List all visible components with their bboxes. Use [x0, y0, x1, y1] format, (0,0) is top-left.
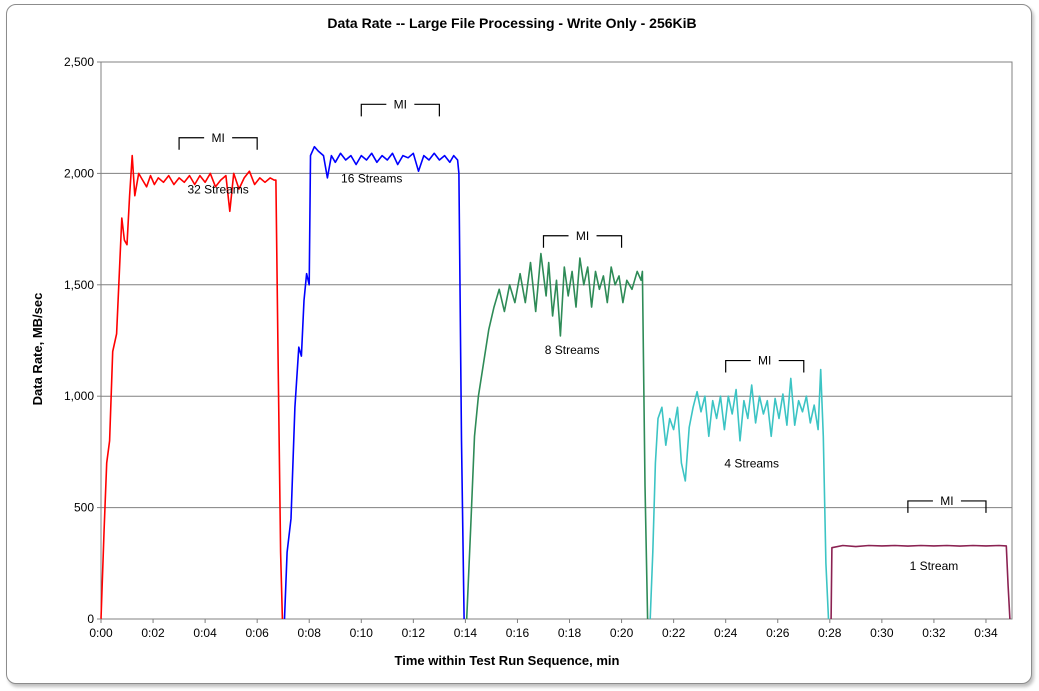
y-tick-label: 2,500	[64, 55, 94, 69]
x-tick-label: 0:00	[89, 626, 113, 640]
y-tick-label: 1,500	[64, 278, 94, 292]
y-axis-title: Data Rate, MB/sec	[30, 293, 45, 406]
x-tick-label: 0:22	[662, 626, 686, 640]
series-line	[830, 544, 1011, 620]
mi-label: MI	[758, 354, 771, 368]
series-layer	[100, 145, 1011, 620]
x-tick-label: 0:14	[454, 626, 478, 640]
x-axis: 0:00 0:02 0:04 0:06 0:08 0:10 0:12 0:14 0:16 0:18…	[89, 619, 998, 640]
series-line	[649, 368, 830, 620]
x-tick-label: 0:08	[298, 626, 322, 640]
x-tick-label: 0:26	[766, 626, 790, 640]
y-tick-label: 1,000	[64, 389, 94, 403]
y-axis: 0 500 1,000 1,500 2,000 2,500	[64, 55, 101, 626]
mi-bracket: MI	[907, 494, 987, 513]
chart-frame: Data Rate -- Large File Processing - Wri…	[6, 4, 1032, 684]
line-chart: Data Rate -- Large File Processing - Wri…	[30, 15, 1013, 668]
series-line	[283, 145, 465, 620]
x-tick-label: 0:24	[714, 626, 738, 640]
mi-label: MI	[211, 131, 224, 145]
y-tick-label: 0	[87, 612, 94, 626]
mi-bracket-line	[725, 359, 805, 373]
mi-bracket: MI	[725, 354, 805, 373]
series-annotation: 16 Streams	[341, 171, 402, 185]
x-tick-label: 0:20	[610, 626, 634, 640]
mi-label: MI	[940, 494, 953, 508]
chart-title: Data Rate -- Large File Processing - Wri…	[327, 15, 696, 31]
x-tick-label: 0:34	[974, 626, 998, 640]
x-tick-label: 0:12	[402, 626, 426, 640]
mi-bracket-line	[360, 103, 440, 117]
x-tick-label: 0:04	[193, 626, 217, 640]
mi-bracket-line	[542, 235, 623, 248]
x-tick-label: 0:02	[141, 626, 165, 640]
series-annotation: 8 Streams	[545, 343, 600, 357]
y-tick-label: 500	[74, 501, 94, 515]
plot-area	[100, 61, 1013, 620]
x-axis-title: Time within Test Run Sequence, min	[395, 653, 620, 668]
x-tick-label: 0:30	[870, 626, 894, 640]
mi-bracket: MI	[178, 131, 258, 150]
x-tick-label: 0:28	[818, 626, 842, 640]
x-tick-label: 0:32	[922, 626, 946, 640]
x-tick-label: 0:16	[506, 626, 530, 640]
mi-bracket-line	[178, 137, 258, 150]
y-tick-label: 2,000	[64, 166, 94, 180]
mi-bracket: MI	[360, 97, 440, 117]
series-line	[465, 252, 649, 620]
series-annotation: 4 Streams	[724, 456, 779, 470]
mi-label: MI	[576, 229, 589, 243]
mi-label: MI	[394, 97, 407, 111]
series-annotation: 1 Stream	[910, 559, 959, 573]
mi-bracket: MI	[542, 229, 623, 248]
series-annotation: 32 Streams	[187, 182, 248, 196]
x-tick-label: 0:10	[350, 626, 374, 640]
mi-bracket-line	[907, 500, 987, 513]
x-tick-label: 0:06	[245, 626, 269, 640]
series-line	[100, 154, 284, 620]
annotation-layer: 32 Streams 16 Streams 8 Streams 4 Streams 1 …	[178, 97, 987, 573]
x-tick-label: 0:18	[558, 626, 582, 640]
